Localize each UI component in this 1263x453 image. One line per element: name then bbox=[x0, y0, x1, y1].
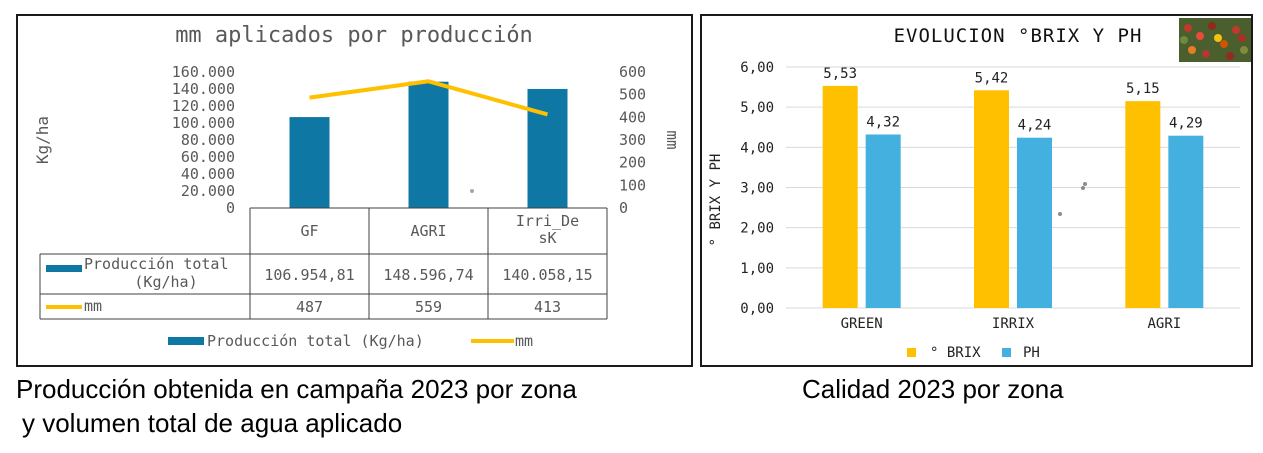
y-tick-label: 40.000 bbox=[181, 165, 235, 183]
legend-label: PH bbox=[1023, 345, 1040, 361]
category-label: GF bbox=[300, 222, 318, 240]
y-tick-label: 5,00 bbox=[740, 100, 774, 116]
stray-dot bbox=[1058, 212, 1062, 216]
y-tick-label: 1,00 bbox=[740, 261, 774, 277]
y-tick-label: 80.000 bbox=[181, 131, 235, 149]
category-label: sK bbox=[538, 229, 556, 247]
category-label: AGRI bbox=[1147, 316, 1181, 332]
y-tick-label: 0 bbox=[226, 199, 235, 217]
photo-detail bbox=[1226, 52, 1234, 60]
y-tick-label: 0,00 bbox=[740, 301, 774, 317]
chart-title: mm aplicados por producción bbox=[175, 23, 533, 48]
caption-quality: Calidad 2023 por zona bbox=[802, 374, 1064, 404]
quality-chart-panel: EVOLUCION °BRIX Y PH 0,00 1,00 2,00 3,00 4,00… bbox=[700, 14, 1253, 367]
photo-detail bbox=[1214, 34, 1222, 42]
y-tick-label: 60.000 bbox=[181, 148, 235, 166]
caption-production-line2: y volumen total de agua aplicado bbox=[22, 408, 403, 438]
y-tick-label: 100.000 bbox=[172, 114, 235, 132]
photo-detail bbox=[1196, 32, 1204, 40]
y-tick-label: 120.000 bbox=[172, 97, 235, 115]
category-label: IRRIX bbox=[992, 316, 1035, 332]
y-axis-label: ° BRIX Y PH bbox=[708, 154, 724, 247]
table-series-label: Producción total bbox=[84, 255, 229, 273]
photo-detail bbox=[1184, 24, 1192, 32]
y-tick-label: 4,00 bbox=[740, 140, 774, 156]
y-tick-label: 6,00 bbox=[740, 60, 774, 76]
table-series-label: (Kg/ha) bbox=[134, 273, 197, 291]
table-value: 559 bbox=[415, 298, 442, 316]
y-tick-label: 140.000 bbox=[172, 80, 235, 98]
y-tick-label: 2,00 bbox=[740, 221, 774, 237]
photo-detail bbox=[1202, 50, 1210, 58]
legend-label: mm bbox=[515, 332, 533, 350]
table-series-label: mm bbox=[84, 297, 102, 315]
data-label: 4,24 bbox=[1018, 118, 1052, 134]
data-label: 5,15 bbox=[1126, 81, 1160, 97]
y-tick-label: 3,00 bbox=[740, 181, 774, 197]
field-photo-thumbnail bbox=[1179, 18, 1251, 62]
photo-detail bbox=[1208, 22, 1216, 30]
table-value: 148.596,74 bbox=[383, 266, 473, 284]
photo-detail bbox=[1220, 40, 1228, 48]
caption-production-line1: Producción obtenida en campaña 2023 por … bbox=[16, 374, 577, 404]
brix-bar bbox=[1125, 101, 1161, 309]
legend-brix-key bbox=[907, 348, 916, 357]
table-value: 106.954,81 bbox=[264, 266, 354, 284]
production-chart-panel: mm aplicados por producción 0 20.000 40.000… bbox=[16, 14, 693, 367]
y2-tick-label: 500 bbox=[619, 86, 646, 104]
production-bar bbox=[527, 88, 568, 208]
y-tick-label: 160.000 bbox=[172, 63, 235, 81]
y2-tick-label: 400 bbox=[619, 108, 646, 126]
category-label: GREEN bbox=[841, 316, 883, 332]
photo-detail bbox=[1232, 26, 1240, 34]
brix-bar bbox=[822, 85, 858, 309]
y2-tick-label: 200 bbox=[619, 154, 646, 172]
data-label: 4,29 bbox=[1169, 116, 1203, 132]
ph-bar bbox=[865, 134, 901, 308]
category-label: AGRI bbox=[410, 222, 446, 240]
production-chart: mm aplicados por producción020.00040.000… bbox=[33, 23, 682, 350]
quality-chart: EVOLUCION °BRIX Y PH 0,00 1,00 2,00 3,00 4,00… bbox=[708, 18, 1251, 361]
table-legend-bar-key bbox=[46, 265, 82, 272]
table-value: 140.058,15 bbox=[502, 266, 592, 284]
y-tick-label: 20.000 bbox=[181, 182, 235, 200]
y2-tick-label: 600 bbox=[619, 63, 646, 81]
photo-detail bbox=[1240, 46, 1248, 54]
table-value: 487 bbox=[296, 298, 323, 316]
photo-detail bbox=[1238, 34, 1246, 42]
mm-line bbox=[309, 79, 549, 117]
photo-detail bbox=[1188, 46, 1196, 54]
ph-bar bbox=[1168, 135, 1204, 308]
legend-label: Producción total (Kg/ha) bbox=[207, 332, 424, 350]
y2-tick-label: 0 bbox=[619, 199, 628, 217]
y2-axis-label: mm bbox=[663, 130, 682, 149]
y2-tick-label: 100 bbox=[619, 176, 646, 194]
production-bar bbox=[408, 81, 449, 208]
data-label: 5,42 bbox=[975, 70, 1009, 86]
stray-dot bbox=[1081, 186, 1085, 190]
ph-bar bbox=[1017, 137, 1052, 308]
y-axis-label: Kg/ha bbox=[33, 116, 52, 164]
legend-label: ° BRIX bbox=[930, 345, 981, 361]
production-bar bbox=[289, 117, 330, 208]
data-label: 5,53 bbox=[823, 66, 857, 82]
table-value: 413 bbox=[534, 298, 561, 316]
data-label: 4,32 bbox=[866, 114, 900, 130]
photo-detail bbox=[1180, 36, 1188, 44]
category-label: Irri_De bbox=[516, 212, 579, 230]
stray-dot bbox=[470, 189, 474, 193]
legend-bar-key bbox=[168, 337, 204, 345]
chart-title: EVOLUCION °BRIX Y PH bbox=[894, 25, 1143, 47]
legend-ph-key bbox=[1002, 348, 1011, 357]
stray-dot bbox=[1083, 182, 1087, 186]
y2-tick-label: 300 bbox=[619, 131, 646, 149]
brix-bar bbox=[974, 90, 1009, 309]
